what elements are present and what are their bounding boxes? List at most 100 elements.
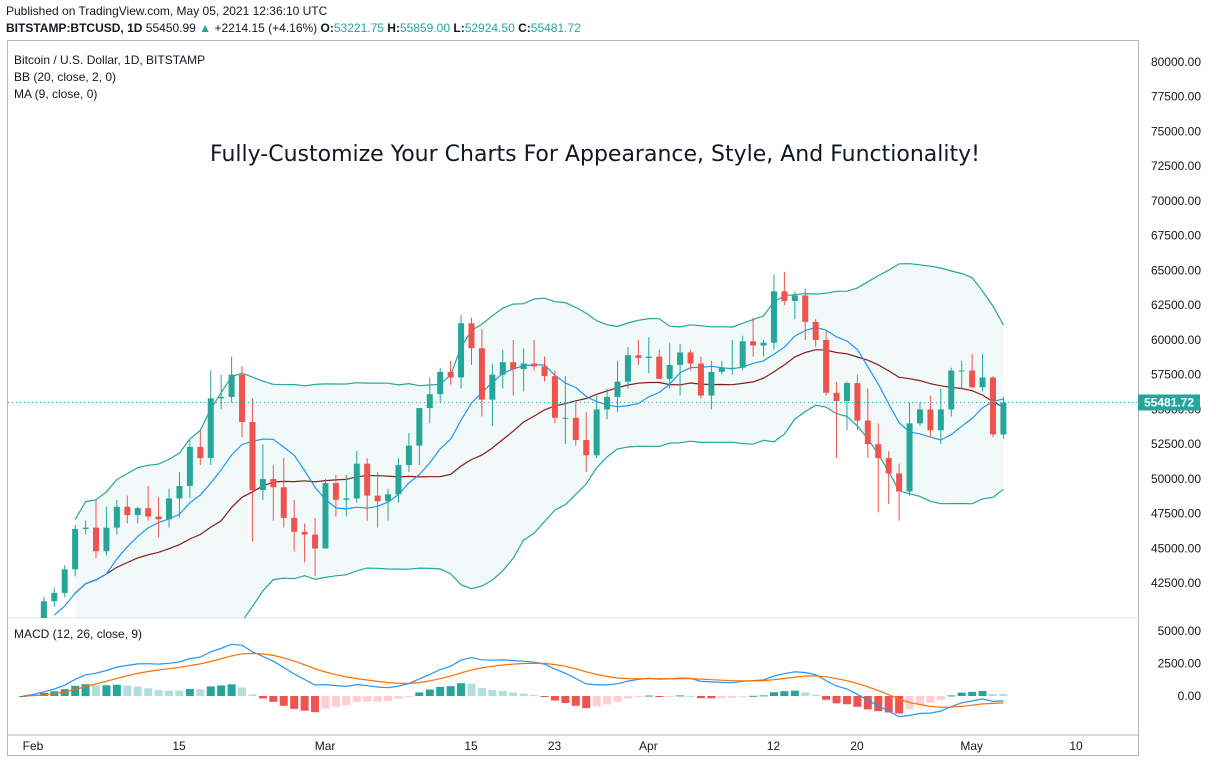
candle-body bbox=[802, 295, 809, 322]
macd-histogram-bar bbox=[884, 696, 893, 713]
ma-line bbox=[53, 326, 1004, 616]
candle-body bbox=[927, 409, 934, 431]
macd-histogram-bar bbox=[248, 694, 257, 696]
macd-histogram-bar bbox=[238, 687, 247, 696]
macd-axis-label: 2500.00 bbox=[1158, 657, 1202, 671]
candle-body bbox=[791, 295, 798, 301]
macd-histogram-bar bbox=[331, 696, 340, 707]
candle-body bbox=[395, 465, 402, 495]
price-axis-label: 52500.00 bbox=[1151, 437, 1201, 451]
price-axis-label: 80000.00 bbox=[1151, 55, 1201, 69]
close-label: C: bbox=[518, 21, 531, 35]
time-axis-label: 20 bbox=[850, 739, 864, 753]
macd-histogram-bar bbox=[780, 691, 789, 696]
macd-histogram-bar bbox=[384, 696, 393, 702]
macd-histogram-bar bbox=[269, 696, 278, 702]
macd-histogram-bar bbox=[832, 696, 841, 704]
macd-axis-label: 0.00 bbox=[1178, 689, 1202, 703]
macd-histogram-bar bbox=[352, 696, 361, 703]
macd-histogram-bar bbox=[394, 696, 403, 699]
macd-histogram-bar bbox=[988, 693, 997, 696]
candle-body bbox=[875, 444, 882, 459]
candle-body bbox=[280, 487, 287, 518]
candle-body bbox=[531, 363, 538, 367]
price-axis-label: 65000.00 bbox=[1151, 263, 1201, 277]
candle-body bbox=[61, 569, 68, 593]
price-axis-label: 50000.00 bbox=[1151, 472, 1201, 486]
candle-body bbox=[478, 348, 485, 400]
time-axis-label: 10 bbox=[1069, 739, 1083, 753]
macd-histogram-bar bbox=[102, 685, 111, 696]
macd-histogram-bar bbox=[957, 692, 966, 696]
candle-body bbox=[614, 381, 621, 397]
macd-histogram-bar bbox=[561, 696, 570, 703]
macd-histogram-bar bbox=[999, 693, 1008, 696]
candle-body bbox=[583, 440, 590, 456]
candle-body bbox=[812, 321, 819, 340]
candle-body bbox=[572, 417, 579, 441]
candle-body bbox=[197, 446, 204, 459]
macd-histogram-bar bbox=[623, 696, 632, 699]
macd-histogram-bar bbox=[19, 696, 27, 697]
macd-histogram-bar bbox=[717, 696, 726, 699]
macd-histogram-bar bbox=[644, 695, 653, 697]
macd-histogram-bar bbox=[92, 685, 101, 696]
macd-histogram-bar bbox=[185, 688, 194, 696]
candle-body bbox=[510, 362, 517, 370]
candle-body bbox=[833, 392, 840, 402]
macd-histogram-bar bbox=[206, 686, 215, 696]
macd-histogram-bar bbox=[123, 685, 132, 696]
candle-body bbox=[51, 592, 58, 602]
high-value: 55859.00 bbox=[399, 21, 451, 35]
candle-body bbox=[677, 352, 684, 365]
macd-histogram-bar bbox=[540, 696, 549, 697]
time-axis-label: Apr bbox=[639, 739, 658, 753]
macd-axis-label: 5000.00 bbox=[1158, 624, 1202, 638]
time-axis-label: 15 bbox=[172, 739, 186, 753]
macd-histogram-bar bbox=[978, 690, 987, 696]
candle-body bbox=[979, 377, 986, 388]
time-axis-label: May bbox=[960, 739, 983, 753]
macd-histogram-bar bbox=[853, 696, 862, 707]
macd-histogram-bar bbox=[801, 692, 810, 696]
macd-histogram-bar bbox=[71, 685, 80, 696]
macd-histogram-bar bbox=[603, 696, 612, 705]
candle-body bbox=[124, 506, 131, 516]
macd-histogram-bar bbox=[915, 696, 924, 705]
candle-body bbox=[40, 601, 47, 618]
macd-histogram-bar bbox=[968, 691, 977, 696]
macd-histogram-bar bbox=[842, 696, 851, 705]
published-line: Published on TradingView.com, May 05, 20… bbox=[6, 4, 328, 18]
candle-body bbox=[729, 367, 736, 369]
candle-body bbox=[103, 527, 110, 552]
macd-histogram-bar bbox=[926, 696, 935, 703]
candle-body bbox=[1000, 402, 1007, 435]
macd-histogram-bar bbox=[300, 696, 309, 711]
macd-histogram-bar bbox=[676, 695, 685, 697]
candle-body bbox=[416, 408, 423, 446]
candle-body bbox=[385, 494, 392, 502]
macd-histogram-bar bbox=[144, 688, 153, 696]
bb-lower-line bbox=[243, 404, 1004, 618]
macd-histogram-bar bbox=[311, 696, 320, 713]
macd-histogram-bar bbox=[665, 696, 674, 697]
candle-body bbox=[541, 366, 548, 377]
candle-body bbox=[718, 367, 725, 372]
candle-body bbox=[332, 483, 339, 500]
bb-basis-line bbox=[74, 349, 1004, 594]
macd-histogram-bar bbox=[467, 683, 476, 696]
macd-histogram-bar bbox=[81, 684, 90, 696]
macd-histogram-bar bbox=[571, 696, 580, 706]
candle-body bbox=[562, 417, 569, 419]
ma-legend: MA (9, close, 0) bbox=[14, 87, 98, 101]
macd-histogram-bar bbox=[290, 696, 299, 709]
candle-body bbox=[687, 352, 694, 364]
candle-body bbox=[843, 383, 850, 402]
candle-body bbox=[770, 291, 777, 343]
chart-title: Bitcoin / U.S. Dollar, 1D, BITSTAMP bbox=[14, 53, 206, 67]
macd-histogram-bar bbox=[227, 684, 236, 696]
candle-body bbox=[93, 527, 100, 552]
change-value: +2214.15 (+4.16%) bbox=[214, 21, 318, 35]
macd-signal-line bbox=[22, 652, 1004, 708]
